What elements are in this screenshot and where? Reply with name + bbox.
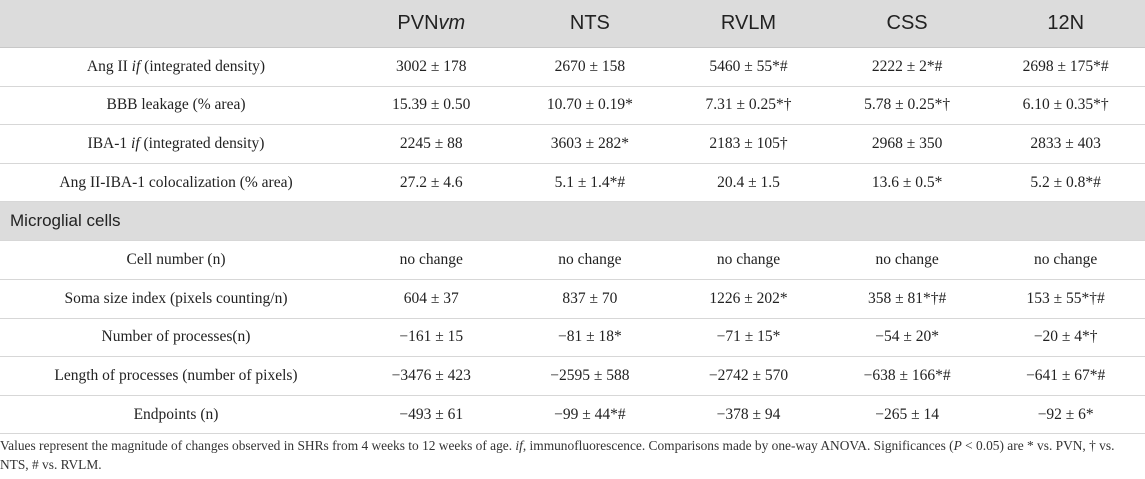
- cell: 6.10 ± 0.35*†: [986, 86, 1145, 126]
- cell: 2698 ± 175*#: [986, 47, 1145, 87]
- cell: 20.4 ± 1.5: [669, 163, 828, 203]
- table-row: Soma size index (pixels counting/n) 604 …: [0, 279, 1145, 319]
- row-label: Length of processes (number of pixels): [0, 356, 352, 396]
- row-label: Cell number (n): [0, 240, 352, 280]
- cell: no change: [510, 240, 670, 280]
- cell: no change: [669, 240, 828, 280]
- table-row: Endpoints (n) −493 ± 61 −99 ± 44*# −378 …: [0, 395, 1145, 435]
- row-label: IBA-1 if (integrated density): [0, 124, 352, 164]
- section-row: Microglial cells: [0, 201, 1145, 242]
- table-row: Ang II if (integrated density) 3002 ± 17…: [0, 47, 1145, 87]
- header-nts: NTS: [510, 0, 670, 48]
- header-rvlm: RVLM: [669, 0, 828, 48]
- cell: 7.31 ± 0.25*†: [669, 86, 828, 126]
- cell: 27.2 ± 4.6: [352, 163, 511, 203]
- table-row: Ang II-IBA-1 colocalization (% area) 27.…: [0, 163, 1145, 203]
- cell: −54 ± 20*: [827, 318, 987, 358]
- cell: 2968 ± 350: [827, 124, 987, 164]
- table-row: IBA-1 if (integrated density) 2245 ± 88 …: [0, 124, 1145, 164]
- cell: −92 ± 6*: [986, 395, 1145, 435]
- row-label: BBB leakage (% area): [0, 86, 352, 126]
- cell: 2222 ± 2*#: [827, 47, 987, 87]
- cell: −161 ± 15: [352, 318, 511, 358]
- cell: 15.39 ± 0.50: [352, 86, 511, 126]
- cell: −641 ± 67*#: [986, 356, 1145, 396]
- cell: −493 ± 61: [352, 395, 511, 435]
- row-label: Soma size index (pixels counting/n): [0, 279, 352, 319]
- cell: no change: [352, 240, 511, 280]
- table-footnote: Values represent the magnitude of change…: [0, 438, 1115, 472]
- row-label: Ang II-IBA-1 colocalization (% area): [0, 163, 352, 203]
- cell: 2670 ± 158: [510, 47, 670, 87]
- header-pvnvm: PVNvm: [352, 0, 511, 48]
- cell: 837 ± 70: [510, 279, 670, 319]
- header-row: PVNvm NTS RVLM CSS 12N: [0, 0, 1145, 48]
- table-row: Cell number (n) no change no change no c…: [0, 240, 1145, 280]
- cell: −638 ± 166*#: [827, 356, 987, 396]
- cell: 2245 ± 88: [352, 124, 511, 164]
- table-row: Length of processes (number of pixels) −…: [0, 356, 1145, 396]
- cell: −2595 ± 588: [510, 356, 670, 396]
- header-css: CSS: [827, 0, 987, 48]
- cell: 10.70 ± 0.19*: [510, 86, 670, 126]
- cell: −99 ± 44*#: [510, 395, 670, 435]
- table-row: BBB leakage (% area) 15.39 ± 0.50 10.70 …: [0, 86, 1145, 126]
- cell: 2833 ± 403: [986, 124, 1145, 164]
- cell: −3476 ± 423: [352, 356, 511, 396]
- cell: −2742 ± 570: [669, 356, 828, 396]
- cell: −378 ± 94: [669, 395, 828, 435]
- cell: −71 ± 15*: [669, 318, 828, 358]
- cell: 604 ± 37: [352, 279, 511, 319]
- cell: 5460 ± 55*#: [669, 47, 828, 87]
- cell: 5.1 ± 1.4*#: [510, 163, 670, 203]
- row-label: Ang II if (integrated density): [0, 47, 352, 87]
- cell: −265 ± 14: [827, 395, 987, 435]
- row-label: Number of processes(n): [0, 318, 352, 358]
- header-12n: 12N: [986, 0, 1145, 48]
- header-empty: [0, 0, 352, 48]
- cell: 2183 ± 105†: [669, 124, 828, 164]
- results-table-container: PVNvm NTS RVLM CSS 12N Ang II if (integr…: [0, 0, 1145, 435]
- results-table: PVNvm NTS RVLM CSS 12N Ang II if (integr…: [0, 0, 1145, 435]
- cell: no change: [827, 240, 987, 280]
- cell: 358 ± 81*†#: [827, 279, 987, 319]
- cell: no change: [986, 240, 1145, 280]
- table-row: Number of processes(n) −161 ± 15 −81 ± 1…: [0, 318, 1145, 358]
- cell: 5.78 ± 0.25*†: [827, 86, 987, 126]
- cell: −81 ± 18*: [510, 318, 670, 358]
- row-label: Endpoints (n): [0, 395, 352, 435]
- cell: −20 ± 4*†: [986, 318, 1145, 358]
- cell: 5.2 ± 0.8*#: [986, 163, 1145, 203]
- cell: 153 ± 55*†#: [986, 279, 1145, 319]
- cell: 13.6 ± 0.5*: [827, 163, 987, 203]
- cell: 3002 ± 178: [352, 47, 511, 87]
- cell: 1226 ± 202*: [669, 279, 828, 319]
- section-title: Microglial cells: [0, 201, 1145, 242]
- cell: 3603 ± 282*: [510, 124, 670, 164]
